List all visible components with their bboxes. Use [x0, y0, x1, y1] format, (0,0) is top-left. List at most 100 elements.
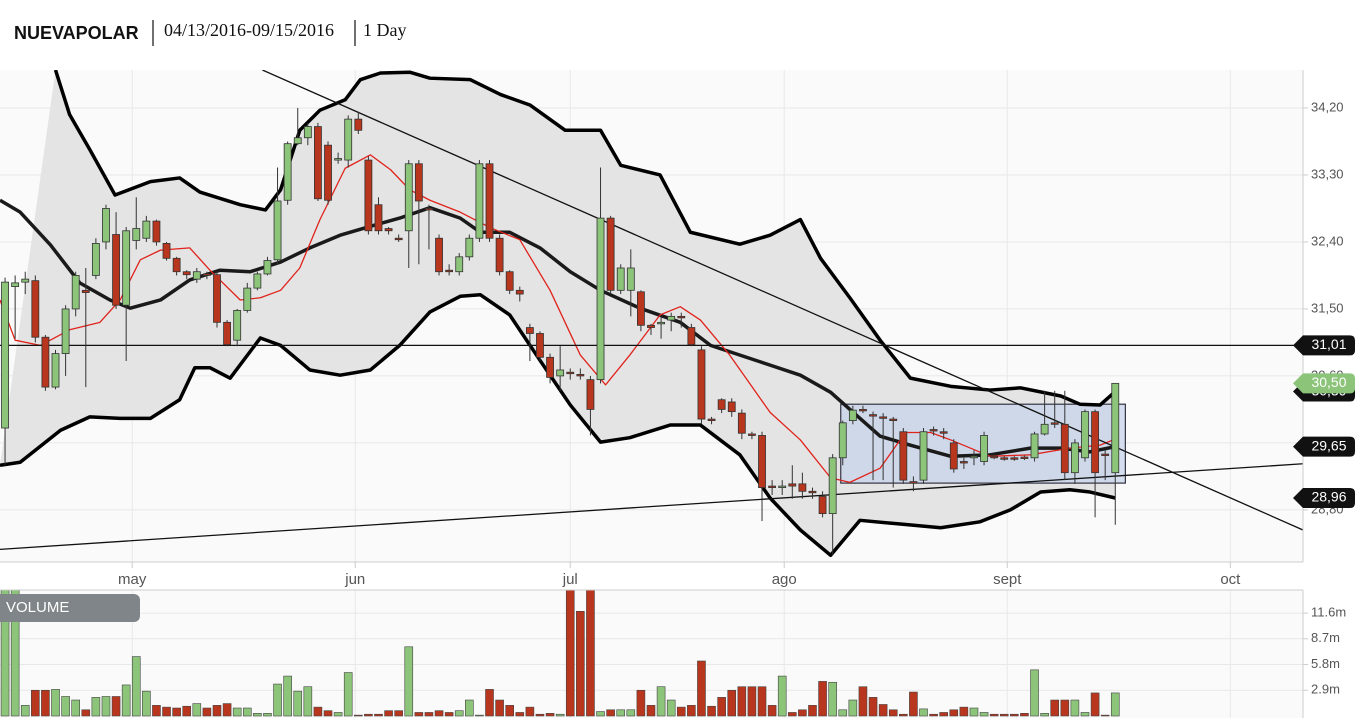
volume-bar [717, 697, 726, 717]
volume-bar [1070, 699, 1080, 717]
candle-body [1081, 411, 1089, 459]
volume-bar [1030, 669, 1039, 717]
volume-bar [565, 590, 575, 717]
candle-body [949, 442, 958, 470]
volume-bar [848, 699, 858, 717]
candle-body [21, 278, 30, 283]
volume-plot [0, 590, 1120, 717]
volume-bar [1020, 713, 1029, 717]
volume-bar [172, 707, 181, 717]
candle-body [203, 273, 211, 276]
volume-bar [202, 707, 212, 717]
candle-body [1000, 457, 1009, 460]
volume-bar [242, 707, 252, 717]
candle-body [536, 333, 544, 358]
volume-bar [737, 686, 747, 717]
volume-bar [767, 705, 777, 717]
volume-tick-label: 11.6m [1311, 605, 1346, 620]
volume-bar [91, 697, 101, 717]
candle-body [132, 228, 141, 241]
indicator-line [0, 293, 1116, 558]
y-tick-label: 31,50 [1311, 300, 1344, 315]
candle-body [647, 324, 655, 328]
price-plot [0, 70, 1303, 558]
candle-body [919, 431, 928, 481]
volume-bar [687, 705, 696, 717]
volume-bar [152, 705, 161, 717]
candle-body [414, 163, 423, 202]
candle-body [899, 431, 908, 481]
volume-bar [606, 709, 615, 717]
volume-bar [646, 705, 656, 717]
volume-bar [51, 689, 60, 717]
volume-bar [454, 710, 464, 717]
volume-bar [828, 681, 837, 717]
volume-bar [475, 714, 484, 717]
symbol: NUEVAPOLAR [14, 23, 139, 43]
price-tag [1293, 436, 1355, 457]
candle-body [818, 496, 827, 515]
candle-body [869, 414, 877, 417]
y-tick-label: 34,20 [1311, 99, 1344, 114]
x-tick-label: may [118, 571, 147, 588]
volume-bar [404, 646, 414, 717]
volume-bar [192, 703, 202, 717]
candle-body [889, 418, 898, 421]
volume-bar [1100, 714, 1110, 717]
volume-bar [555, 713, 565, 717]
candle-body [364, 159, 373, 232]
candle-body [172, 257, 181, 273]
candle-body [495, 237, 504, 273]
candle-body [606, 217, 615, 291]
candle-body [293, 137, 302, 145]
volume-bar [1040, 713, 1049, 717]
candle-body [465, 237, 474, 258]
x-tick-label: jun [344, 571, 365, 588]
volume-bar [41, 689, 50, 717]
price-tag-label: 28,96 [1311, 489, 1346, 505]
volume-bar [868, 697, 878, 717]
candle-body [838, 422, 847, 459]
volume-bar [929, 713, 938, 717]
candle-body [213, 274, 221, 323]
price-tag [1293, 335, 1355, 356]
candle-body [626, 267, 635, 291]
candle-body [657, 321, 665, 325]
candle-body [758, 435, 766, 488]
volume-bar [384, 710, 393, 717]
volume-bar [374, 713, 383, 717]
volume-bar [131, 656, 141, 717]
price-tag-label: 29,65 [1311, 437, 1346, 453]
candle-body [586, 379, 595, 410]
volume-bar [747, 686, 757, 717]
volume-bar [253, 713, 262, 717]
volume-bar [676, 706, 686, 717]
candle-body [394, 237, 403, 241]
candle-body [81, 289, 90, 293]
candle-body [334, 158, 343, 161]
candle-body [990, 455, 999, 459]
candle-body [1111, 382, 1120, 474]
candle-body [273, 200, 282, 261]
candle-body [576, 374, 585, 377]
candle-body [1040, 423, 1049, 435]
volume-bar [222, 703, 232, 717]
candle-body [1101, 453, 1110, 456]
candle-body [384, 228, 393, 232]
interval: 1 Day [363, 20, 407, 40]
volume-bar [323, 710, 333, 717]
candle-body [667, 315, 676, 321]
volume-bar [10, 590, 20, 717]
candle-body [929, 429, 938, 432]
candle-body [61, 308, 70, 354]
candle-body [737, 412, 746, 434]
candle-body [697, 349, 706, 420]
candle-body [102, 208, 110, 243]
volume-bar [999, 713, 1009, 717]
x-tick-label: oct [1220, 571, 1241, 588]
volume-bar [303, 686, 313, 717]
volume-bar [596, 711, 605, 717]
volume-bar [162, 706, 171, 717]
candle-body [1020, 456, 1029, 459]
volume-bar [101, 696, 111, 717]
